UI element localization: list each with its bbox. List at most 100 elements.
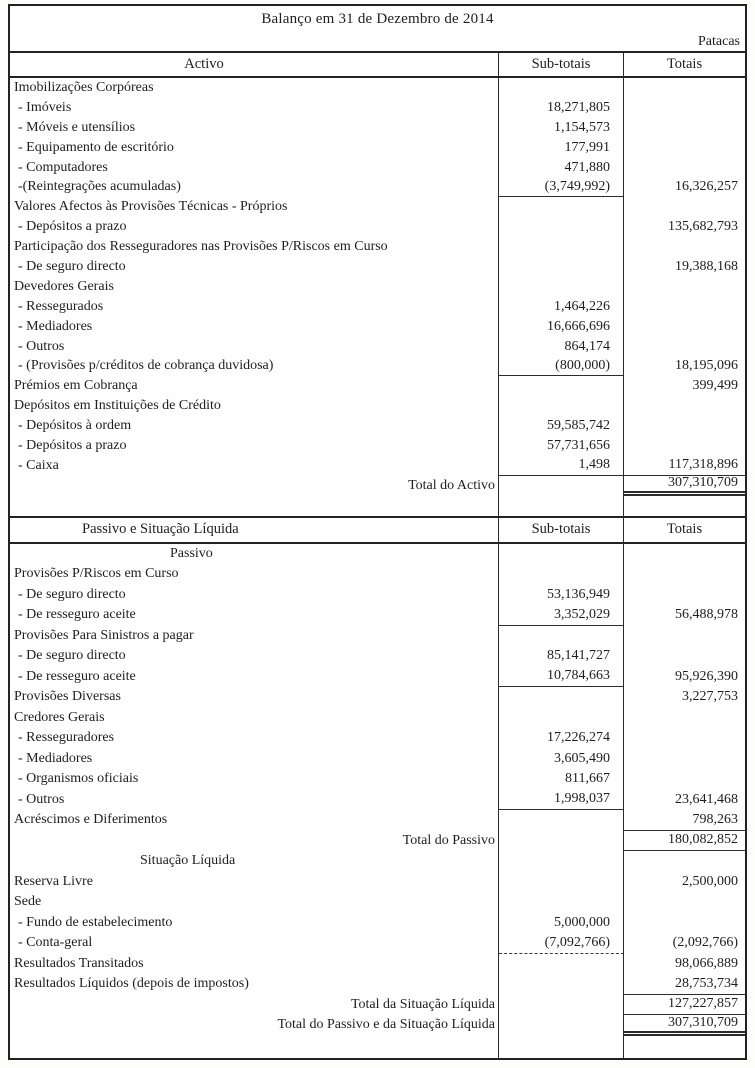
row-label: Total do Passivo	[10, 830, 499, 852]
row-subtotal	[499, 276, 624, 297]
table-row: Credores Gerais	[10, 707, 745, 729]
row-subtotal	[499, 1015, 624, 1036]
row-label: - De resseguro aceite	[10, 666, 499, 688]
row-subtotal	[499, 257, 624, 277]
row-label: - De seguro directo	[10, 646, 499, 667]
table-row: -(Reintegrações acumuladas) (3,749,992) 16…	[10, 177, 745, 198]
row-label: - Mediadores	[10, 748, 499, 770]
row-subtotal	[499, 376, 624, 397]
row-total	[624, 646, 745, 667]
row-label: - (Provisões p/créditos de cobrança duvi…	[10, 356, 499, 377]
row-label: Situação Líquida	[10, 851, 499, 872]
bottom-filler	[10, 1035, 745, 1058]
row-label: - Outros	[10, 789, 499, 811]
row-total: 16,326,257	[675, 179, 738, 195]
table-row: - (Provisões p/créditos de cobrança duvi…	[10, 356, 745, 377]
row-total: 127,227,857	[624, 995, 745, 1016]
table-row: Participação dos Resseguradores nas Prov…	[10, 237, 745, 258]
balance-sheet: Balanço em 31 de Dezembro de 2014 Pataca…	[8, 4, 747, 1060]
row-total	[624, 158, 745, 178]
table-row: Resultados Líquidos (depois de impostos)…	[10, 974, 745, 995]
table-row: - Móveis e utensílios 1,154,573	[10, 117, 745, 138]
row-total: 307,310,709	[624, 1015, 745, 1036]
row-label: -(Reintegrações acumuladas)	[10, 177, 499, 198]
row-total: 98,066,889	[675, 955, 738, 971]
table-row: - Depósitos à ordem 59,585,742	[10, 416, 745, 437]
table-row: - Resseguradores 17,226,274	[10, 728, 745, 749]
filler-subtotals-column	[499, 1035, 624, 1058]
total-row: Total do Activo 307,310,709	[10, 475, 745, 496]
row-subtotal: 1,154,573	[499, 117, 624, 138]
row-total	[624, 749, 745, 770]
row-total: 399,499	[692, 378, 739, 394]
row-total: 28,753,734	[624, 974, 745, 995]
row-label: Resultados Líquidos (depois de impostos)	[10, 974, 499, 995]
row-label: - Imóveis	[10, 97, 499, 118]
row-total	[624, 544, 745, 565]
row-label: - De seguro directo	[10, 257, 499, 277]
row-total: 135,682,793	[668, 219, 738, 235]
subtotals-column-header: Sub-totais	[499, 517, 624, 542]
row-subtotal	[499, 851, 624, 872]
row-subtotal	[499, 197, 624, 218]
row-label: Acréscimos e Diferimentos	[10, 810, 499, 831]
table-row: Imobilizações Corpóreas	[10, 78, 745, 98]
row-label: - De seguro directo	[10, 584, 499, 606]
row-total: 180,082,852	[624, 831, 745, 852]
row-subtotal: 5,000,000	[499, 912, 624, 934]
table-row: - Outros 864,174	[10, 336, 745, 357]
row-subtotal	[499, 396, 624, 417]
table-row: - De seguro directo 53,136,949	[10, 584, 745, 606]
row-subtotal: 1,998,037	[499, 789, 624, 811]
totals-column-header: Totais	[666, 56, 703, 72]
table-row: Provisões P/Riscos em Curso	[10, 564, 745, 585]
row-label: Total do Activo	[10, 475, 499, 496]
table-row: Devedores Gerais	[10, 276, 745, 297]
row-total	[624, 728, 745, 749]
row-subtotal: (800,000)	[499, 356, 624, 377]
row-total	[624, 851, 745, 872]
row-label: Credores Gerais	[10, 707, 499, 729]
table-row: - Outros 1,998,037 23,641,468	[10, 789, 745, 811]
row-label: Provisões Diversas	[10, 687, 499, 708]
table-row: - Caixa 1,498 117,318,896	[10, 455, 745, 476]
row-label: - De resseguro aceite	[10, 605, 499, 626]
total-row: Total da Situação Líquida 127,227,857	[10, 994, 745, 1016]
row-total	[624, 496, 745, 516]
row-total	[624, 769, 745, 790]
activo-column-header: Activo	[10, 53, 499, 76]
table-row: - Conta-geral (7,092,766) (2,092,766)	[10, 933, 745, 954]
row-label: - Ressegurados	[10, 296, 499, 317]
row-label: - Caixa	[10, 455, 499, 476]
row-label: - Resseguradores	[10, 728, 499, 749]
row-subtotal	[499, 543, 624, 565]
table-row: Sede	[10, 892, 745, 913]
row-label: - Outros	[10, 336, 499, 357]
row-subtotal: 1,464,226	[499, 296, 624, 317]
row-label: Imobilizações Corpóreas	[10, 78, 499, 98]
row-total: 19,388,168	[675, 258, 738, 274]
row-label: - Conta-geral	[10, 933, 499, 954]
blank-row	[10, 495, 745, 516]
filler-totals-column	[624, 1036, 745, 1058]
row-total	[624, 416, 745, 436]
row-subtotal: 57,731,656	[499, 436, 624, 456]
row-total: 2,500,000	[682, 873, 738, 889]
row-label: - Fundo de estabelecimento	[10, 912, 499, 934]
table-row: - De resseguro aceite 10,784,663 95,926,39…	[10, 666, 745, 688]
row-label	[10, 495, 499, 516]
row-subtotal	[499, 871, 624, 893]
row-subtotal: 10,784,663	[499, 666, 624, 688]
row-label: Provisões Para Sinistros a pagar	[10, 625, 499, 647]
row-total	[624, 396, 745, 416]
total-row: Total do Passivo e da Situação Líquida 30…	[10, 1015, 745, 1036]
row-subtotal	[499, 687, 624, 708]
row-total	[624, 118, 745, 138]
subtotals-column-header: Sub-totais	[499, 53, 624, 76]
row-total	[624, 564, 745, 585]
table-row: - De seguro directo 19,388,168	[10, 257, 745, 277]
table-row: - Depósitos a prazo 57,731,656	[10, 436, 745, 456]
row-label: Valores Afectos às Provisões Técnicas - …	[10, 197, 499, 218]
row-label: Resultados Transitados	[10, 953, 499, 975]
row-subtotal: 1,498	[499, 455, 624, 476]
